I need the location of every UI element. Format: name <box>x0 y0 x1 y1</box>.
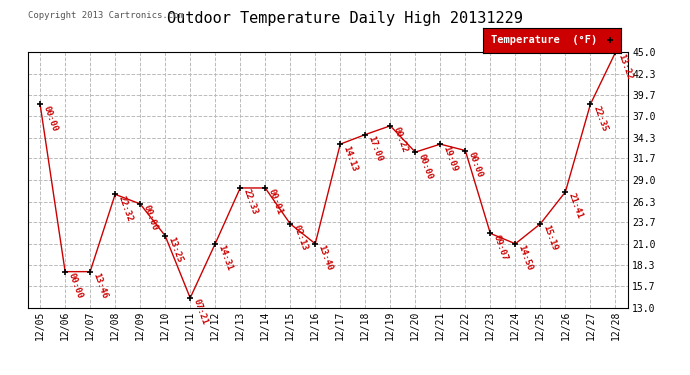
Text: 00:22: 00:22 <box>391 126 409 154</box>
Text: 13:46: 13:46 <box>91 272 109 300</box>
Text: 13:22: 13:22 <box>617 53 634 81</box>
Text: 17:00: 17:00 <box>366 135 384 163</box>
Text: 14:50: 14:50 <box>517 244 534 272</box>
Text: 00:00: 00:00 <box>141 204 159 232</box>
Text: 15:19: 15:19 <box>542 224 560 252</box>
Text: Temperature  (°F): Temperature (°F) <box>491 35 598 45</box>
Text: 14:31: 14:31 <box>217 244 234 272</box>
Text: 13:40: 13:40 <box>317 244 334 272</box>
Text: 14:13: 14:13 <box>342 144 359 172</box>
Text: Copyright 2013 Cartronics.com: Copyright 2013 Cartronics.com <box>28 11 184 20</box>
Text: 00:00: 00:00 <box>417 152 434 180</box>
Text: 21:41: 21:41 <box>566 192 584 220</box>
Text: 13:25: 13:25 <box>166 236 184 264</box>
Text: 07:21: 07:21 <box>191 298 209 326</box>
Text: 22:35: 22:35 <box>591 104 609 133</box>
Text: Outdoor Temperature Daily High 20131229: Outdoor Temperature Daily High 20131229 <box>167 11 523 26</box>
Text: 00:00: 00:00 <box>466 150 484 179</box>
Text: 19:09: 19:09 <box>442 144 460 172</box>
Text: 22:33: 22:33 <box>241 188 259 216</box>
Text: 00:00: 00:00 <box>41 104 59 133</box>
Text: 00:01: 00:01 <box>266 188 284 216</box>
Text: 00:00: 00:00 <box>66 272 84 300</box>
Text: 02:13: 02:13 <box>291 224 309 252</box>
Text: 22:32: 22:32 <box>117 194 134 223</box>
Text: 09:07: 09:07 <box>491 233 509 262</box>
